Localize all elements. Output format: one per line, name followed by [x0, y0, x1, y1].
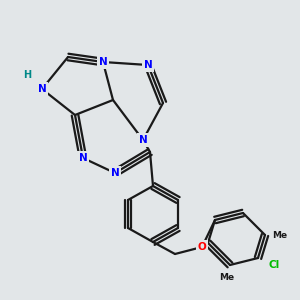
Text: Me: Me [272, 230, 288, 239]
Text: Cl: Cl [269, 260, 280, 271]
Text: H: H [23, 70, 32, 80]
Text: N: N [99, 57, 107, 67]
Text: N: N [111, 168, 119, 178]
Text: N: N [38, 84, 46, 94]
Text: N: N [144, 60, 152, 70]
Text: Me: Me [219, 273, 235, 282]
Text: O: O [198, 242, 206, 252]
Text: N: N [139, 135, 147, 145]
Text: N: N [79, 153, 87, 163]
